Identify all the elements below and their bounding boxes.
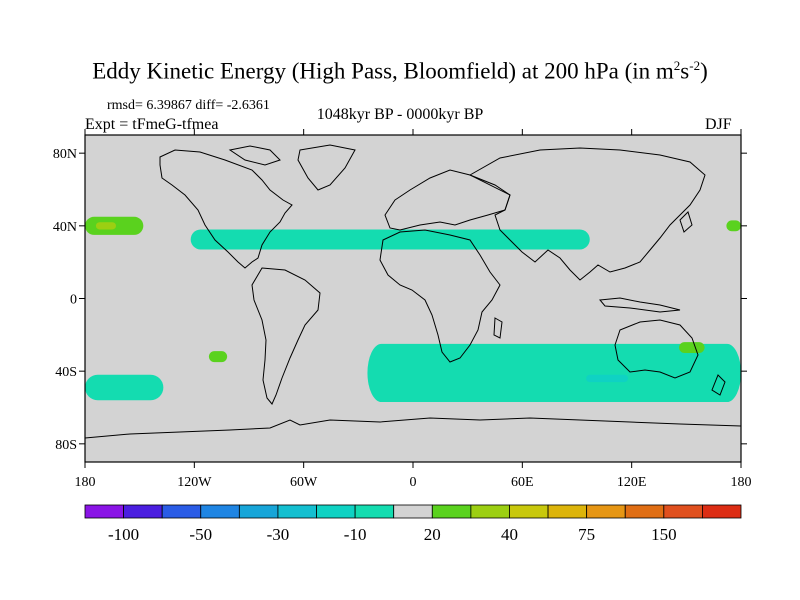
- coastlines: [85, 144, 741, 439]
- region-positive-anomaly-tasman-sea: [679, 342, 705, 353]
- colorbar-box: [702, 504, 742, 519]
- y-tick-label: 80N: [53, 147, 77, 162]
- colorbar-box: [393, 504, 433, 519]
- colorbar-box: [470, 504, 510, 519]
- coastline-asia: [468, 147, 706, 281]
- colorbar-label: 75: [578, 525, 595, 544]
- y-tick-label: 40N: [53, 220, 77, 235]
- chart-title-superscript-2: -2: [689, 58, 701, 73]
- colorbar-label: -50: [189, 525, 212, 544]
- colorbar-label: -10: [344, 525, 367, 544]
- axes: 180 120W 60W 0 60E 120E 180 80N 40N 0 40S 80S: [53, 129, 752, 490]
- coastline-australia: [614, 319, 699, 379]
- colorbar-box: [509, 504, 549, 519]
- coastline-japan: [679, 211, 693, 233]
- colorbar-label: -30: [267, 525, 290, 544]
- region-positive-anomaly-south-pacific: [208, 351, 228, 363]
- period-label: 1048kyr BP - 0000kyr BP: [316, 106, 484, 123]
- coastline-greenland: [297, 144, 356, 191]
- coastline-new-zealand: [711, 374, 726, 396]
- coastline-south-america: [251, 267, 321, 405]
- x-tick-label: 120W: [177, 475, 212, 490]
- chart-title-unit: s: [680, 58, 690, 84]
- anomaly-regions: [85, 216, 741, 403]
- season-label: DJF: [705, 116, 732, 133]
- x-tick-label: 0: [410, 475, 417, 490]
- colorbar-box: [84, 504, 124, 519]
- colorbar-box: [161, 504, 202, 519]
- region-negative-anomaly-indian-ocean-core: [586, 374, 629, 383]
- coastline-north-america: [159, 149, 293, 269]
- chart-title-main: Eddy Kinetic Energy (High Pass, Bloomfie…: [92, 58, 674, 84]
- colorbar-box: [354, 504, 395, 519]
- coastline-europe: [384, 169, 511, 231]
- colorbar-box: [624, 504, 665, 519]
- y-tick-label: 80S: [55, 438, 77, 453]
- x-tick-label: 60W: [290, 475, 318, 490]
- chart-title-superscript-1: 2: [673, 58, 681, 73]
- x-tick-label: 120E: [617, 475, 647, 490]
- region-negative-anomaly-south-pacific-storm-track: [85, 374, 164, 401]
- x-tick-label: 180: [75, 475, 96, 490]
- stats-label: rmsd= 6.39867 diff= -2.6361: [107, 98, 270, 113]
- colorbar-box: [200, 504, 240, 519]
- region-negative-anomaly-subtropical-jet: [190, 229, 590, 250]
- colorbar-box: [547, 504, 588, 519]
- region-negative-anomaly-southern-ocean-storm-track: [367, 343, 741, 403]
- colorbar-label: 150: [651, 525, 677, 544]
- y-tick-label: 0: [70, 293, 77, 308]
- coastline-arctic-islands: [228, 145, 281, 166]
- x-tick-label: 60E: [511, 475, 534, 490]
- chart-title: Eddy Kinetic Energy (High Pass, Bloomfie…: [0, 58, 800, 85]
- colorbar-box: [316, 504, 356, 519]
- colorbar-box: [586, 504, 626, 519]
- coastline-antarctica: [85, 417, 741, 439]
- chart-title-end: ): [700, 58, 708, 84]
- colorbar-label: 40: [501, 525, 518, 544]
- coastline-madagascar: [493, 317, 503, 339]
- map-background: [85, 135, 741, 462]
- colorbar-label: -100: [108, 525, 139, 544]
- region-positive-anomaly-north-pacific-core: [95, 222, 116, 230]
- colorbar-box: [238, 504, 279, 519]
- x-tick-label: 180: [731, 475, 752, 490]
- colorbar-box: [431, 504, 472, 519]
- region-positive-anomaly-north-pacific-east: [726, 220, 741, 232]
- colorbar-box: [277, 504, 317, 519]
- experiment-label: Expt = tFmeG-tfmea: [85, 116, 219, 133]
- colorbar: -100 -50 -30 -10 20 40 75 150: [84, 504, 742, 544]
- colorbar-label: 20: [424, 525, 441, 544]
- coastline-africa: [379, 229, 501, 363]
- colorbar-box: [663, 504, 703, 519]
- coastline-indonesia: [599, 297, 681, 313]
- y-tick-label: 40S: [55, 365, 77, 380]
- colorbar-box: [123, 504, 163, 519]
